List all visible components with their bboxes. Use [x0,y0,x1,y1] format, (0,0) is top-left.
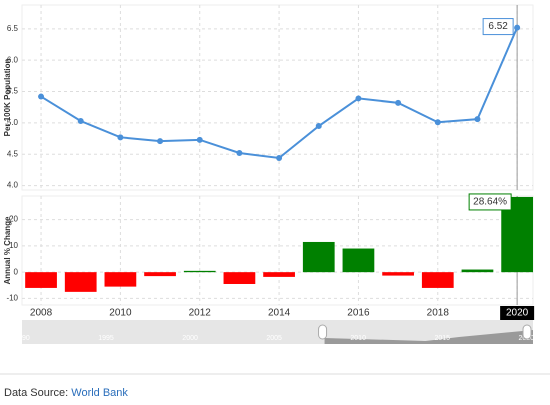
navigator-tick-label: 2005 [266,335,282,342]
navigator-area [324,330,533,344]
navigator-tick-label: 1995 [98,335,114,342]
y-tick-label: 20 [9,215,18,224]
x-tick-label: 2012 [189,308,212,319]
value-label: 6.52 [488,21,508,32]
value-box [468,193,512,211]
bar [263,272,295,277]
point [236,150,243,156]
y-tick-label: 0 [14,267,19,276]
x-tick-label: 2014 [268,308,291,319]
point [117,134,124,141]
chart: 4.0 4.5 5.0 5.5 6.0 6.5 Per 100K Population 6.5… [0,4,550,375]
x-tick-label: 2010 [109,308,132,319]
y-tick-label: -10 [6,294,18,303]
x-tick-label: 2020 [506,308,529,319]
x-tick-label: 2018 [427,308,450,319]
panel [21,195,534,306]
point [355,95,362,102]
navigator-tick-label: 2000 [182,335,198,342]
y-axis-label: Annual % Change [3,216,12,285]
navigator-tick-label: 2015 [434,335,450,342]
bar [25,272,57,288]
point [276,155,283,162]
value-label: 28.64% [473,197,507,208]
navigator-tick-label: 1990 [14,335,30,342]
x-tick-label: 2008 [30,308,53,319]
bar [64,272,97,292]
y-tick-label: 6.0 [7,55,19,64]
point [434,119,441,126]
y-tick-label: 4.5 [7,149,19,158]
point [514,24,521,31]
bar [342,248,375,273]
y-tick-label: 5.0 [7,118,19,127]
bar [461,269,494,273]
bar [183,270,216,273]
y-tick-label: 4.0 [7,181,19,190]
value-box [482,18,514,36]
point [474,116,481,123]
point [315,123,322,130]
source-label: Data Source: [4,387,69,399]
point [395,99,402,106]
y-tick-label: 10 [9,241,18,250]
navigator-handle [522,324,532,340]
y-tick-label: 6.5 [7,24,19,33]
navigator-tick-label: 2010 [350,335,366,342]
bar [302,241,335,273]
bar [144,272,176,277]
point [157,138,164,145]
x-tick-highlight [500,306,535,320]
bar [104,272,137,287]
point [196,136,203,143]
source-link[interactable]: World Bank [71,387,128,399]
y-tick-label: 5.5 [7,87,19,96]
point [38,93,45,100]
panel [21,4,534,191]
x-tick-label: 2016 [347,308,370,319]
footer: Data Source: World Bank [4,387,128,399]
y-axis-label: Per 100K Population [3,58,12,136]
bar [223,272,256,284]
navigator-handle [318,324,328,340]
point [77,118,84,125]
bar [382,272,414,276]
bar [421,272,454,288]
